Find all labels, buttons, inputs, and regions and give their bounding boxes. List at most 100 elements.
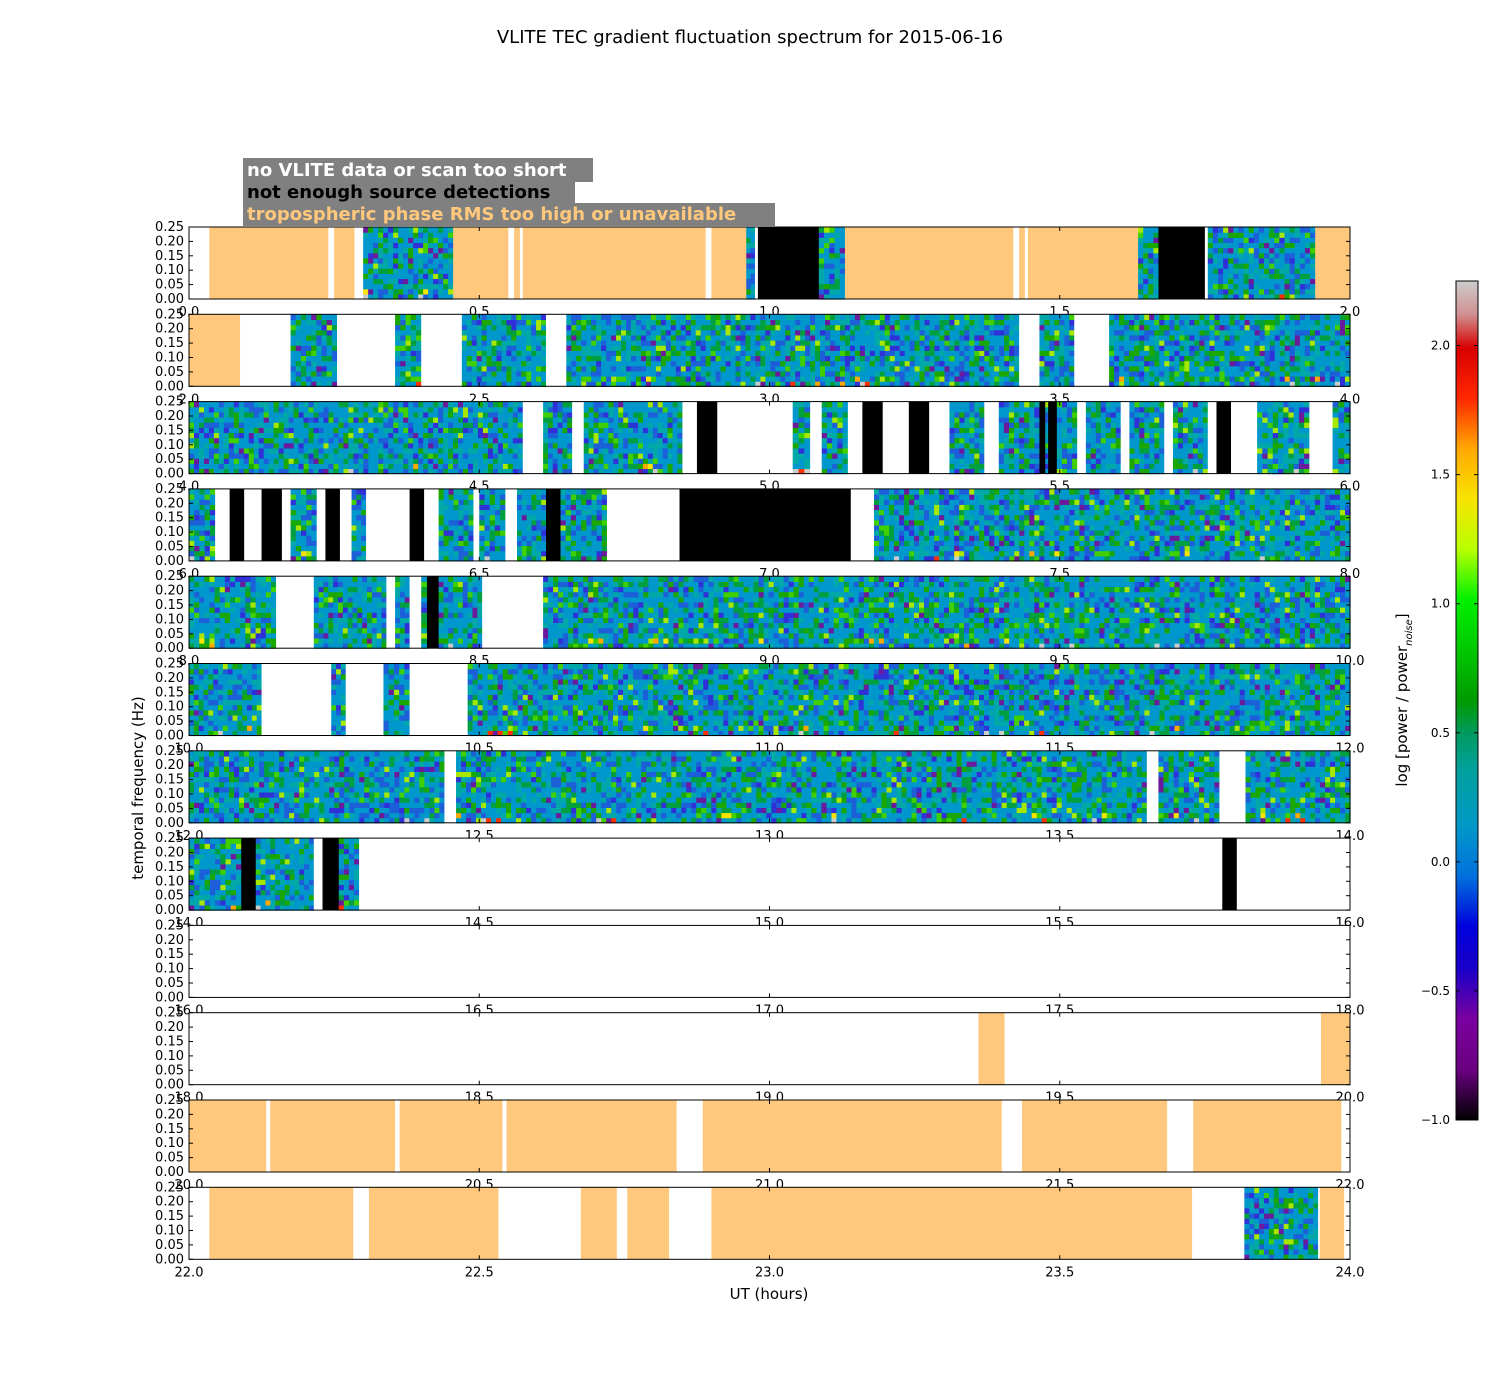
spectrum-cell (433, 468, 439, 475)
spectrum-cell (1189, 360, 1196, 367)
spectrum-cell (1034, 406, 1041, 413)
spectrum-cell (899, 376, 906, 382)
spectrum-cell (1274, 247, 1280, 254)
spectrum-cell (979, 329, 985, 336)
spectrum-cell (1238, 237, 1245, 244)
spectrum-cell (428, 406, 434, 413)
spectrum-cell (969, 427, 975, 434)
spectrum-cell (512, 411, 519, 418)
spectrum-cell (295, 319, 302, 326)
spectrum-cell (685, 334, 692, 341)
spectrum-cell (1310, 257, 1316, 264)
spectrum-cell (623, 447, 629, 454)
spectrum-cell (547, 411, 554, 418)
spectrum-cell (894, 365, 901, 372)
spectrum-cell (790, 370, 796, 377)
spectrum-cell (487, 422, 494, 428)
spectrum-cell (780, 329, 786, 336)
spectrum-cell (884, 370, 891, 377)
spectrum-cell (491, 334, 498, 341)
spectrum-cell (368, 463, 374, 470)
spectrum-cell (944, 376, 951, 382)
spectrum-cell (662, 437, 669, 444)
spectrum-cell (383, 268, 389, 274)
spectrum-cell (998, 458, 1005, 464)
spectrum-cell (1269, 227, 1275, 233)
spectrum-cell (423, 227, 429, 233)
spectrum-cell (760, 345, 766, 351)
spectrum-cell (1289, 283, 1296, 290)
spectrum-cell (233, 463, 240, 470)
spectrum-cell (1204, 319, 1211, 326)
spectrum-cell (491, 365, 498, 372)
missing-data-block (717, 401, 794, 474)
spectrum-cell (919, 334, 926, 341)
spectrum-cell (477, 417, 484, 423)
spectrum-cell (1319, 381, 1326, 387)
spectrum-cell (650, 340, 657, 346)
spectrum-cell (311, 355, 317, 362)
spectrum-cell (1223, 278, 1229, 285)
spectrum-cell (536, 350, 542, 357)
spectrum-cell (398, 257, 404, 264)
spectrum-cell (889, 329, 896, 336)
tropo-flag-block (1315, 227, 1351, 299)
spectrum-cell (507, 417, 514, 423)
spectrum-cell (1067, 417, 1073, 423)
spectrum-cell (745, 319, 752, 326)
spectrum-cell (854, 350, 861, 357)
spectrum-cell (645, 365, 652, 372)
spectrum-cell (959, 365, 965, 372)
spectrum-cell (680, 329, 687, 336)
spectrum-cell (1159, 334, 1165, 341)
spectrum-cell (655, 334, 662, 341)
spectrum-cell (433, 427, 439, 434)
spectrum-cell (1274, 237, 1280, 244)
spectrum-cell (526, 319, 532, 326)
spectrum-cell (1253, 288, 1260, 295)
spectrum-cell (675, 355, 682, 362)
spectrum-cell (383, 422, 389, 428)
spectrum-cell (939, 329, 946, 336)
spectrum-cell (710, 350, 717, 357)
spectrum-cell (720, 314, 727, 321)
spectrum-cell (303, 442, 310, 449)
spectrum-cell (652, 432, 659, 439)
spectrum-cell (1159, 381, 1165, 387)
spectrum-cell (218, 447, 225, 454)
spectrum-cell (959, 437, 965, 444)
spectrum-cell (780, 314, 786, 321)
spectrum-cell (795, 355, 801, 362)
spectrum-cell (1049, 376, 1055, 382)
spectrum-cell (1284, 350, 1291, 357)
spectrum-cell (949, 355, 956, 362)
spectrum-cell (413, 263, 419, 269)
spectrum-cell (835, 314, 841, 321)
spectrum-cell (700, 319, 707, 326)
spectrum-cell (1003, 432, 1010, 439)
spectrum-cell (1284, 242, 1291, 249)
spectrum-cell (608, 458, 614, 464)
spectrum-cell (829, 227, 836, 233)
spectrum-cell (1194, 319, 1201, 326)
spectrum-cell (914, 365, 921, 372)
spectrum-cell (1024, 437, 1030, 444)
spectrum-cell (1243, 263, 1250, 269)
spectrum-cell (675, 381, 682, 387)
spectrum-cell (1269, 293, 1275, 300)
spectrum-cell (1199, 360, 1206, 367)
spectrum-cell (1294, 340, 1301, 346)
spectrum-cell (531, 360, 537, 367)
spectrum-cell (1279, 273, 1286, 280)
spectrum-cell (608, 432, 614, 439)
missing-data-block (929, 401, 950, 474)
spectrum-cell (228, 458, 235, 464)
spectrum-cell (1029, 422, 1035, 428)
spectrum-cell (378, 447, 384, 454)
spectrum-cell (785, 319, 791, 326)
spectrum-cell (750, 242, 756, 249)
spectrum-cell (1299, 314, 1306, 321)
spectrum-cell (804, 458, 811, 464)
missing-data-block (421, 314, 463, 387)
spectrum-cell (571, 324, 577, 331)
